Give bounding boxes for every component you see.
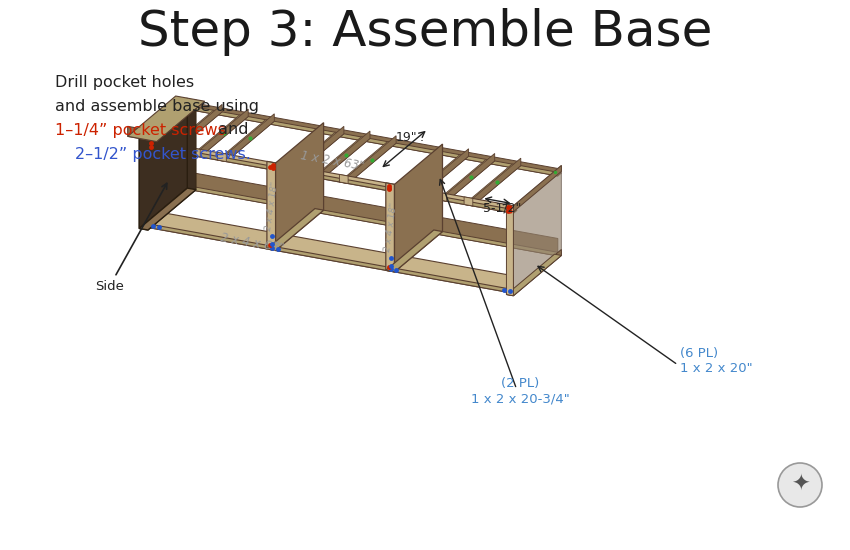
Text: 1 x 2 x 20": 1 x 2 x 20" <box>680 362 752 375</box>
Polygon shape <box>322 131 370 179</box>
Polygon shape <box>513 250 561 296</box>
Polygon shape <box>191 148 201 157</box>
Polygon shape <box>226 114 275 162</box>
Text: (6 PL): (6 PL) <box>680 347 718 360</box>
Text: ✦: ✦ <box>790 475 809 495</box>
Polygon shape <box>192 187 561 256</box>
Polygon shape <box>339 142 396 184</box>
Polygon shape <box>412 188 421 196</box>
Text: 2–1/2” pocket screws.: 2–1/2” pocket screws. <box>75 146 251 162</box>
Polygon shape <box>339 174 348 184</box>
Text: and: and <box>213 123 248 138</box>
Polygon shape <box>201 109 248 157</box>
Text: (2 PL): (2 PL) <box>501 377 539 390</box>
Polygon shape <box>464 164 521 206</box>
Text: 1 x 2 x 63": 1 x 2 x 63" <box>299 149 365 173</box>
Polygon shape <box>174 104 222 152</box>
Polygon shape <box>275 123 324 250</box>
Polygon shape <box>128 126 156 141</box>
Polygon shape <box>192 173 558 256</box>
Polygon shape <box>139 188 196 230</box>
Polygon shape <box>394 144 443 272</box>
Polygon shape <box>507 254 561 296</box>
Polygon shape <box>314 170 322 179</box>
Polygon shape <box>513 166 561 296</box>
Polygon shape <box>192 103 558 176</box>
Text: 1–1/4” pocket screws: 1–1/4” pocket screws <box>55 123 226 138</box>
Polygon shape <box>421 148 468 196</box>
Text: 1 x 2 x 20-3/4": 1 x 2 x 20-3/4" <box>439 179 570 405</box>
Polygon shape <box>192 107 561 176</box>
Polygon shape <box>438 160 495 201</box>
Polygon shape <box>267 208 324 250</box>
Polygon shape <box>507 205 513 212</box>
Polygon shape <box>296 126 344 174</box>
Polygon shape <box>148 140 513 213</box>
Polygon shape <box>139 98 187 228</box>
Polygon shape <box>218 152 226 162</box>
Text: .: . <box>420 131 424 144</box>
Polygon shape <box>148 100 196 230</box>
Polygon shape <box>386 230 443 272</box>
Polygon shape <box>218 120 275 162</box>
Polygon shape <box>128 96 205 141</box>
Polygon shape <box>314 137 370 179</box>
Circle shape <box>778 463 822 507</box>
Text: and assemble base using: and assemble base using <box>55 98 259 113</box>
Polygon shape <box>412 155 468 196</box>
Text: Side: Side <box>95 183 167 293</box>
Text: 2 x 4 x 18": 2 x 4 x 18" <box>383 202 399 252</box>
Polygon shape <box>139 139 148 230</box>
Polygon shape <box>513 166 561 296</box>
Text: 2 x 4 x 63": 2 x 4 x 63" <box>219 232 286 256</box>
Polygon shape <box>464 197 473 206</box>
Polygon shape <box>438 192 447 201</box>
Text: Step 3: Assemble Base: Step 3: Assemble Base <box>138 8 712 56</box>
Polygon shape <box>191 115 248 157</box>
Polygon shape <box>148 145 517 213</box>
Polygon shape <box>166 111 222 152</box>
Polygon shape <box>447 153 495 201</box>
Polygon shape <box>348 136 396 184</box>
Polygon shape <box>287 165 296 174</box>
Polygon shape <box>507 205 513 296</box>
Text: 5-1/2": 5-1/2" <box>484 202 522 215</box>
Polygon shape <box>166 143 174 152</box>
Text: 19": 19" <box>395 131 416 144</box>
Text: 2 x 4 x 18": 2 x 4 x 18" <box>264 181 281 231</box>
Polygon shape <box>148 224 517 293</box>
Polygon shape <box>473 158 521 206</box>
Text: Drill pocket holes: Drill pocket holes <box>55 74 194 90</box>
Polygon shape <box>507 289 513 296</box>
Polygon shape <box>287 132 344 174</box>
Polygon shape <box>267 161 275 250</box>
Polygon shape <box>148 210 513 293</box>
Polygon shape <box>386 183 394 272</box>
Polygon shape <box>513 166 561 212</box>
